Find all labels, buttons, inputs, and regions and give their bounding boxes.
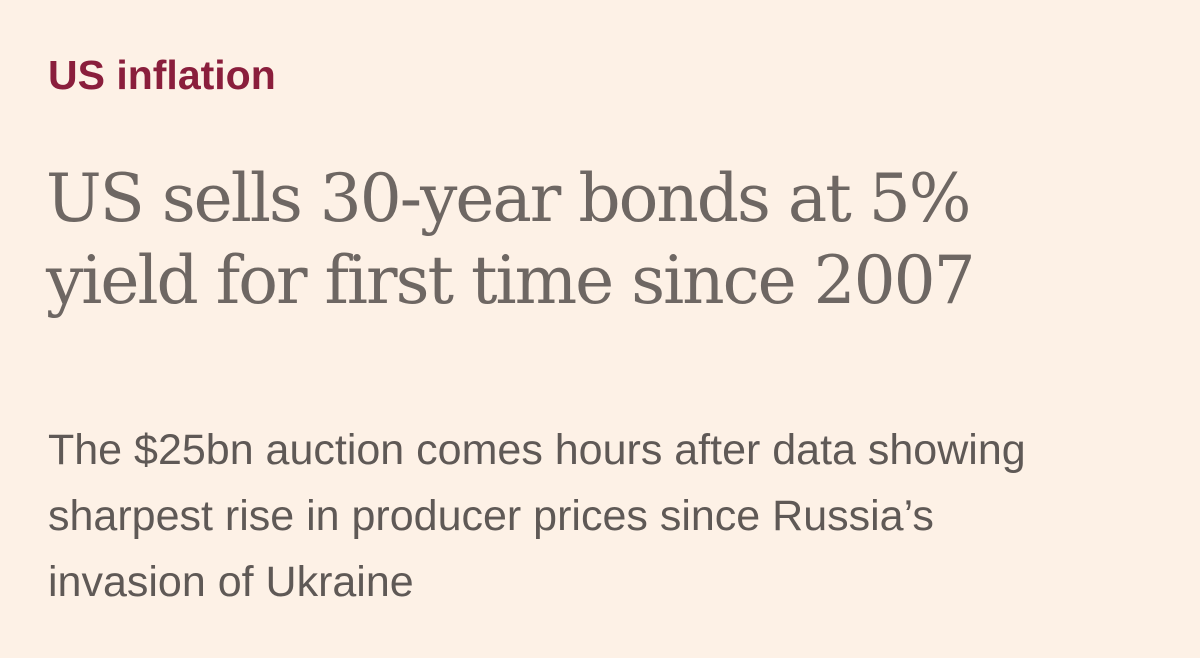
standfirst-line: sharpest rise in producer prices since R…	[48, 492, 934, 540]
headline-line: yield for first time since 2007	[46, 242, 976, 319]
standfirst-line: invasion of Ukraine	[48, 558, 414, 606]
headline: US sells 30-year bonds at 5% yield for f…	[46, 158, 1166, 322]
standfirst: The $25bn auction comes hours after data…	[48, 417, 1168, 615]
standfirst-line: The $25bn auction comes hours after data…	[48, 426, 1026, 474]
topic-tag-link[interactable]: US inflation	[48, 52, 276, 98]
headline-line: US sells 30-year bonds at 5%	[46, 160, 971, 237]
